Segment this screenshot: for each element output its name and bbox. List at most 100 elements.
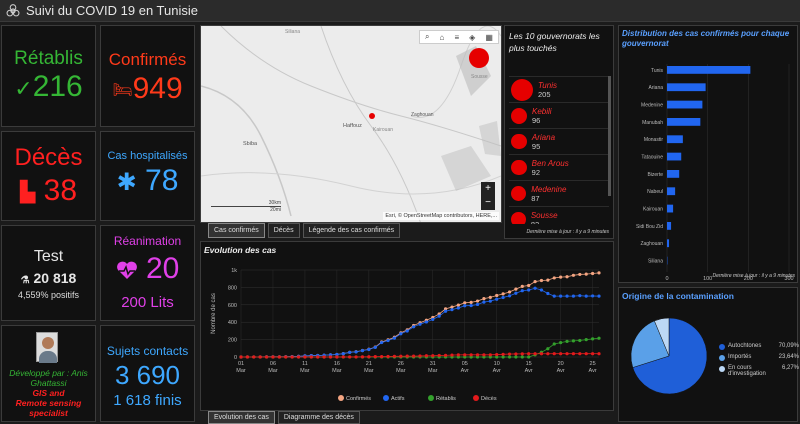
data-point-confirmes	[559, 276, 562, 279]
tab-evolution[interactable]: Evolution des cas	[208, 411, 275, 424]
hospitalises-value: 78	[145, 164, 178, 197]
contacts-finished: 1 618 finis	[101, 392, 194, 409]
gov-value: 96	[532, 116, 552, 125]
bar	[667, 66, 750, 74]
data-point-actifs	[374, 346, 377, 349]
data-point-deces	[470, 353, 473, 356]
map-marker-sousse[interactable]	[469, 48, 489, 68]
gov-value: 82	[531, 220, 558, 225]
legend-swatch	[719, 344, 725, 350]
data-point-confirmes	[476, 299, 479, 302]
category-label: Medenine	[641, 102, 663, 108]
data-point-deces	[393, 355, 396, 358]
data-point-retablis	[527, 355, 530, 358]
bar	[667, 170, 679, 178]
data-point-actifs	[425, 320, 428, 323]
x-tick-label: 11	[302, 361, 308, 367]
hospitalises-value-row: ✱ 78	[101, 164, 194, 198]
data-point-confirmes	[540, 279, 543, 282]
grid-icon[interactable]: ▦	[485, 33, 493, 42]
search-icon[interactable]: ⌕	[425, 32, 429, 42]
data-point-deces	[303, 355, 306, 358]
data-point-retablis	[578, 339, 581, 342]
series-line-retablis	[241, 338, 599, 357]
bar	[667, 83, 706, 91]
data-point-deces	[450, 353, 453, 356]
developer-line2: Ghattassi	[4, 378, 93, 388]
data-point-actifs	[489, 300, 492, 303]
data-point-actifs	[367, 348, 370, 351]
data-point-actifs	[476, 303, 479, 306]
map-marker-haffouz[interactable]	[369, 113, 375, 119]
x-tick-label: Mar	[300, 368, 310, 374]
bar	[667, 239, 669, 247]
confirmes-value: 949	[133, 72, 183, 105]
data-point-confirmes	[514, 288, 517, 291]
data-point-actifs	[502, 296, 505, 299]
x-tick-label: 21	[366, 361, 372, 367]
data-point-deces	[514, 352, 517, 355]
tab-deces[interactable]: Décès	[268, 223, 300, 238]
data-point-actifs	[386, 339, 389, 342]
top10-title: Les 10 gouvernorats les plus touchés	[509, 30, 609, 54]
data-point-actifs	[546, 292, 549, 295]
tab-diagramme-deces[interactable]: Diagramme des décès	[278, 411, 360, 424]
category-label: Tunis	[651, 68, 664, 74]
data-point-actifs	[514, 292, 517, 295]
data-point-deces	[354, 355, 357, 358]
data-point-actifs	[533, 287, 536, 290]
data-point-deces	[412, 355, 415, 358]
data-point-deces	[367, 355, 370, 358]
data-point-deces	[553, 352, 556, 355]
stat-hospitalises: Cas hospitalisés ✱ 78	[100, 131, 195, 221]
zoom-out-button[interactable]: −	[481, 196, 495, 210]
data-point-actifs	[380, 341, 383, 344]
map-label-siliana: Siliana	[285, 29, 300, 35]
data-point-confirmes	[597, 271, 600, 274]
data-point-actifs	[438, 315, 441, 318]
gov-marker-icon	[511, 108, 527, 124]
stat-confirmes: Confirmés 🛏949	[100, 25, 195, 127]
list-icon[interactable]: ≡	[454, 33, 459, 42]
data-point-deces	[291, 355, 294, 358]
distribution-updated: Dernière mise à jour : il y a 9 minutes	[712, 273, 795, 279]
basemap-icon[interactable]: ⌂	[440, 33, 445, 42]
data-point-actifs	[559, 295, 562, 298]
top10-scrollbar[interactable]	[608, 76, 611, 196]
x-tick-label: 10	[494, 361, 500, 367]
tab-cas-confirmes[interactable]: Cas confirmés	[208, 223, 265, 238]
category-label: Monastir	[644, 137, 664, 143]
map-label-sousse: Sousse	[471, 74, 488, 80]
x-tick-label: Avr	[557, 368, 565, 374]
x-tick-label: Mar	[396, 368, 406, 374]
data-point-actifs	[527, 288, 530, 291]
data-point-actifs	[591, 294, 594, 297]
distribution-title: Distribution des cas confirmés pour chaq…	[622, 29, 794, 49]
x-tick-label: Mar	[364, 368, 374, 374]
top10-updated: Dernière mise à jour : il y a 9 minutes	[526, 229, 609, 235]
developer-line4: Remote sensing	[4, 398, 93, 408]
layers-icon[interactable]: ◈	[469, 33, 475, 42]
category-label: Kairouan	[643, 206, 663, 212]
data-point-deces	[418, 354, 421, 357]
legend-swatch	[338, 395, 344, 401]
data-point-deces	[259, 355, 262, 358]
data-point-deces	[527, 352, 530, 355]
map-panel[interactable]: Siliana Haffouz Kairouan Sbiba Sousse Za…	[200, 25, 502, 223]
data-point-retablis	[559, 341, 562, 344]
zoom-in-button[interactable]: +	[481, 182, 495, 196]
data-point-actifs	[463, 304, 466, 307]
data-point-actifs	[521, 289, 524, 292]
tab-legende[interactable]: Légende des cas confirmés	[303, 223, 401, 238]
data-point-confirmes	[489, 296, 492, 299]
data-point-retablis	[508, 355, 511, 358]
